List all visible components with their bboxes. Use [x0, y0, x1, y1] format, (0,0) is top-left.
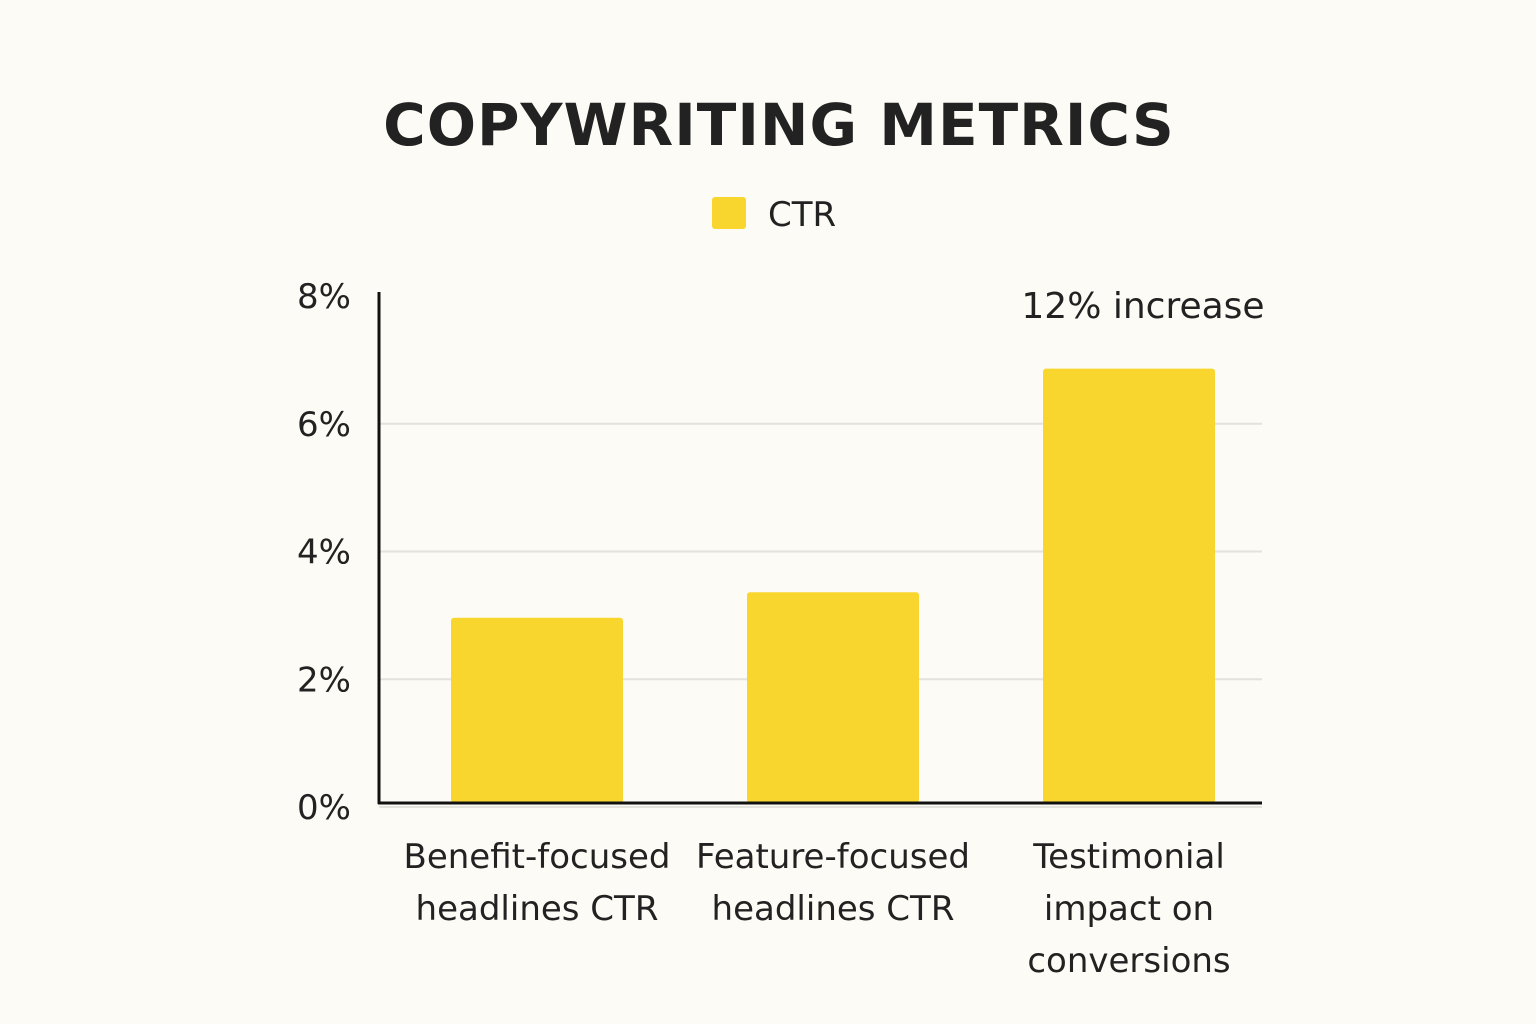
legend: CTR [712, 195, 836, 235]
bar-annotation: 12% increase [1021, 286, 1264, 327]
bar [451, 617, 623, 803]
y-tick-label: 6% [297, 405, 351, 445]
bar [747, 592, 919, 803]
legend-swatch [712, 197, 746, 229]
bar [1043, 368, 1215, 803]
chart-title: COPYWRITING METRICS [383, 91, 1175, 159]
x-axis-categories: Benefit-focused headlines CTR Feature-focu… [404, 837, 1231, 981]
y-tick-label: 2% [297, 660, 351, 700]
annotations: 12% increase [1021, 286, 1264, 327]
x-category-label: Benefit-focused headlines CTR [404, 837, 671, 929]
y-axis-ticks: 8% 6% 4% 2% 0% [297, 277, 351, 828]
axes [377, 292, 1262, 805]
y-tick-label: 8% [297, 277, 351, 317]
x-category-label: Testimonial impact on conversions [1027, 837, 1230, 981]
y-tick-label: 0% [297, 788, 351, 828]
x-category-label: Feature-focused headlines CTR [696, 837, 970, 929]
bars [451, 368, 1215, 803]
legend-label: CTR [768, 195, 836, 235]
y-tick-label: 4% [297, 533, 351, 573]
